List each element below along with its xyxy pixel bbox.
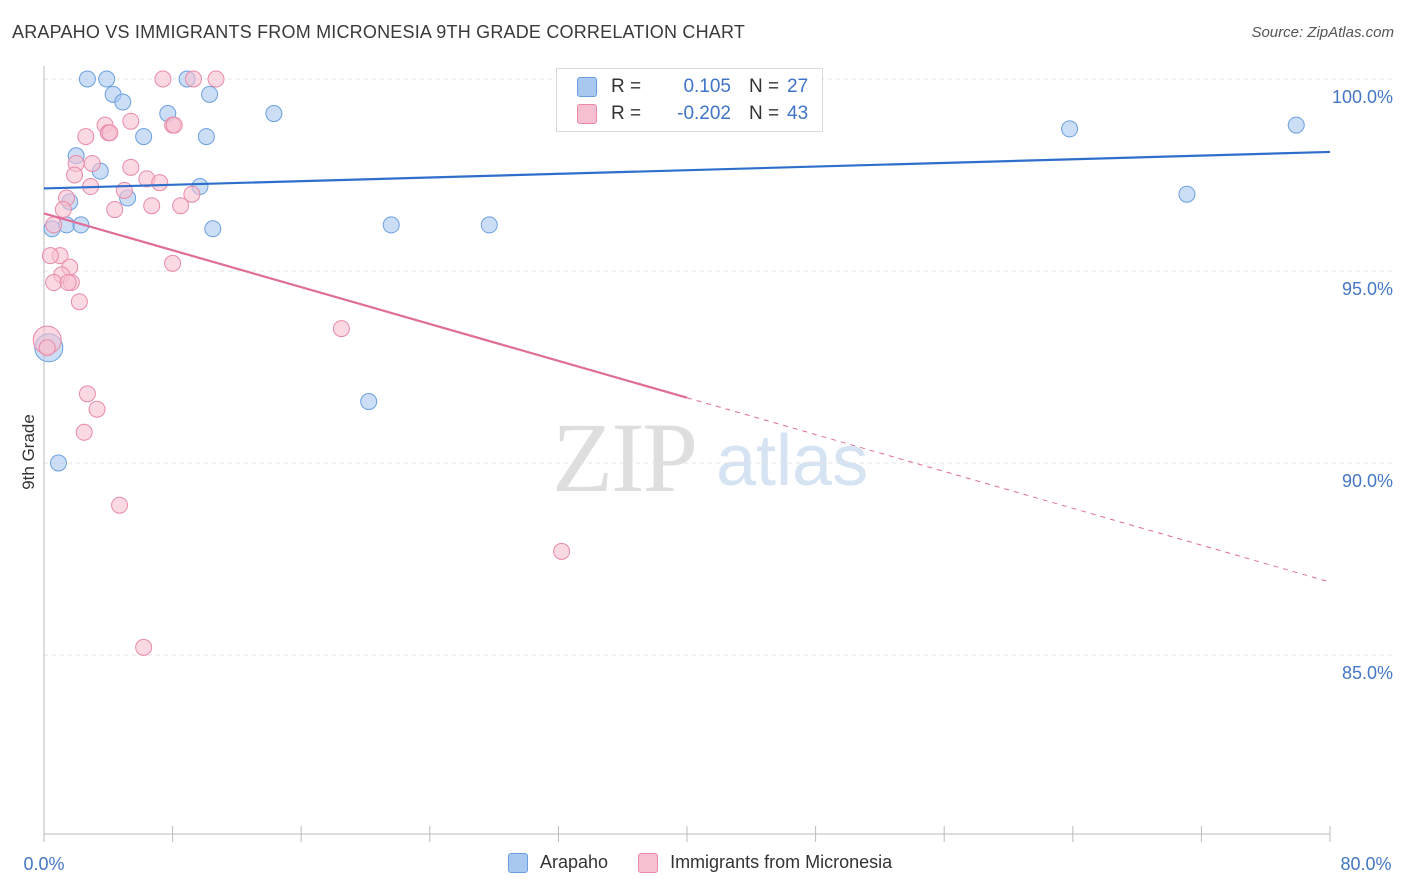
micronesia-point (332, 320, 350, 338)
micronesia-point (111, 496, 129, 514)
r-value: 0.105 (683, 76, 731, 97)
micronesia-point (83, 154, 101, 172)
arapaho-point (98, 70, 116, 88)
arapaho-point (265, 105, 283, 123)
legend-row-arapaho: R = 0.105 N = 27 (577, 74, 808, 100)
arapaho-swatch (577, 77, 597, 97)
micronesia-point (115, 181, 133, 199)
y-tick-label: 95.0% (1342, 279, 1393, 299)
y-tick-label: 85.0% (1342, 663, 1393, 683)
y-tick-label: 90.0% (1342, 471, 1393, 491)
micronesia-point (207, 70, 225, 88)
arapaho-point (360, 393, 378, 411)
r-value: -0.202 (677, 103, 731, 124)
source-label: Source: ZipAtlas.com (1251, 24, 1394, 41)
micronesia-point (151, 174, 169, 192)
chart-title: ARAPAHO VS IMMIGRANTS FROM MICRONESIA 9T… (12, 22, 746, 42)
micronesia-point (101, 124, 119, 142)
x-tick-label: 80.0% (1340, 854, 1391, 874)
micronesia-point (78, 385, 96, 403)
x-tick-label: 0.0% (23, 854, 64, 874)
stats-legend: R = 0.105 N = 27 R = -0.202 N = 43 (556, 68, 823, 132)
micronesia-point (41, 247, 59, 265)
arapaho-point (114, 93, 132, 111)
micronesia-point (59, 274, 77, 292)
y-axis-title: 9th Grade (19, 414, 38, 490)
micronesia-point (143, 197, 161, 215)
micronesia-point (88, 400, 106, 418)
r-label: R = (611, 76, 642, 97)
micronesia-point (553, 542, 571, 560)
arapaho-swatch (508, 852, 528, 873)
micronesia-point (164, 254, 182, 272)
legend-item-micronesia[interactable]: Immigrants from Micronesia (638, 852, 892, 873)
micronesia-point (106, 201, 124, 219)
legend-item-arapaho[interactable]: Arapaho (508, 852, 608, 873)
micronesia-point (184, 70, 202, 88)
arapaho-point (197, 128, 215, 146)
micronesia-point (45, 274, 63, 292)
arapaho-point (204, 220, 222, 238)
arapaho-point (78, 70, 96, 88)
n-value: 27 (787, 76, 809, 97)
micronesia-swatch (577, 104, 597, 124)
arapaho-point (135, 128, 153, 146)
micronesia-point (154, 70, 172, 88)
legend-label-arapaho: Arapaho (540, 852, 609, 872)
y-tick-label: 100.0% (1332, 87, 1393, 107)
micronesia-point (172, 197, 190, 215)
micronesia-trend-line (43, 212, 688, 399)
n-value: 43 (787, 103, 809, 124)
watermark-zip: ZIP (552, 402, 698, 513)
arapaho-point (1178, 185, 1196, 203)
micronesia-point (38, 339, 56, 357)
micronesia-point (122, 158, 140, 176)
arapaho-point (480, 216, 498, 234)
micronesia-point (66, 166, 84, 184)
watermark-atlas: atlas (716, 421, 869, 501)
legend-row-micronesia: R = -0.202 N = 43 (577, 101, 808, 127)
arapaho-point (1287, 116, 1305, 134)
micronesia-point (45, 216, 63, 234)
series-legend: Arapaho Immigrants from Micronesia (508, 852, 922, 873)
micronesia-trend-extension (686, 397, 1331, 583)
micronesia-point (135, 638, 153, 656)
arapaho-point (1061, 120, 1079, 138)
micronesia-point (54, 201, 72, 219)
micronesia-point (77, 128, 95, 146)
micronesia-point (70, 293, 88, 311)
arapaho-point (49, 454, 67, 472)
legend-label-micronesia: Immigrants from Micronesia (670, 852, 893, 872)
arapaho-point (382, 216, 400, 234)
arapaho-point (201, 85, 219, 103)
arapaho-trend-line (43, 150, 1331, 190)
n-label: N = (749, 103, 780, 124)
r-label: R = (611, 103, 642, 124)
micronesia-point (122, 112, 140, 130)
micronesia-point (165, 116, 183, 134)
micronesia-swatch (638, 852, 659, 873)
micronesia-point (183, 185, 201, 203)
n-label: N = (749, 76, 780, 97)
micronesia-point (75, 423, 93, 441)
